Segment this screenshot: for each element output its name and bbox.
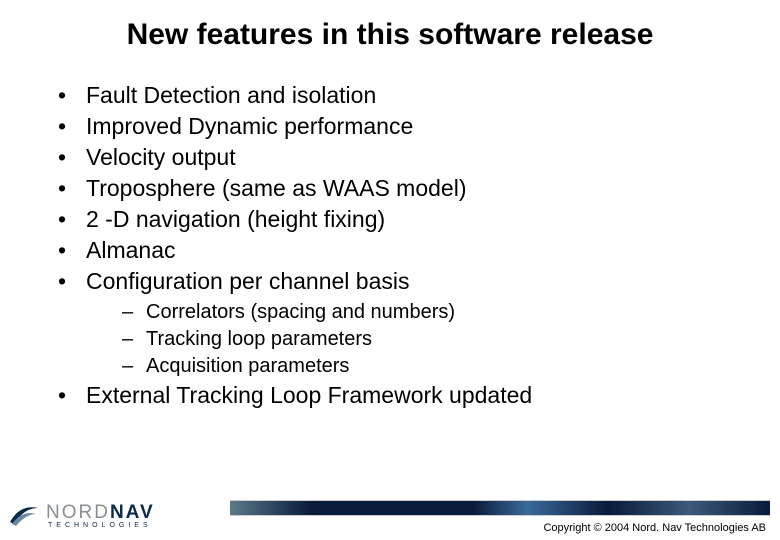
slide-footer: NORDNAV TECHNOLOGIES Copyright © 2004 No… [0, 492, 780, 540]
bullet-text: 2 -D navigation (height fixing) [86, 206, 385, 232]
slide-title: New features in this software release [50, 18, 730, 52]
logo-swoosh-icon [8, 500, 42, 530]
logo-text: NORDNAV TECHNOLOGIES [46, 502, 155, 529]
bullet-text: Configuration per channel basis [86, 268, 409, 294]
sub-bullet-text: Correlators (spacing and numbers) [146, 301, 455, 323]
sub-bullet-item: Tracking loop parameters [122, 326, 730, 353]
footer-bar [230, 500, 770, 516]
sub-bullet-text: Acquisition parameters [146, 355, 349, 377]
bullet-text: Fault Detection and isolation [86, 82, 376, 108]
sub-bullet-list: Correlators (spacing and numbers) Tracki… [86, 299, 730, 380]
bullet-text: Improved Dynamic performance [86, 113, 413, 139]
bullet-text: Troposphere (same as WAAS model) [86, 175, 467, 201]
main-bullet-list: Fault Detection and isolation Improved D… [50, 80, 730, 411]
bullet-item: Velocity output [58, 142, 730, 173]
logo-part1: NORD [46, 502, 110, 523]
bullet-text: External Tracking Loop Framework updated [86, 382, 532, 408]
logo-part2: NAV [110, 502, 155, 523]
bullet-text: Velocity output [86, 144, 236, 170]
logo: NORDNAV TECHNOLOGIES [8, 500, 155, 530]
sub-bullet-text: Tracking loop parameters [146, 328, 372, 350]
bullet-item: Troposphere (same as WAAS model) [58, 173, 730, 204]
bullet-item: External Tracking Loop Framework updated [58, 380, 730, 411]
bullet-item: Fault Detection and isolation [58, 80, 730, 111]
logo-subtitle: TECHNOLOGIES [48, 522, 155, 529]
bullet-item: Improved Dynamic performance [58, 111, 730, 142]
copyright-text: Copyright © 2004 Nord. Nav Technologies … [543, 522, 766, 534]
slide: New features in this software release Fa… [0, 0, 780, 540]
bullet-item: Almanac [58, 235, 730, 266]
bullet-item: Configuration per channel basis Correlat… [58, 266, 730, 380]
sub-bullet-item: Correlators (spacing and numbers) [122, 299, 730, 326]
bullet-text: Almanac [86, 237, 175, 263]
sub-bullet-item: Acquisition parameters [122, 353, 730, 380]
bullet-item: 2 -D navigation (height fixing) [58, 204, 730, 235]
